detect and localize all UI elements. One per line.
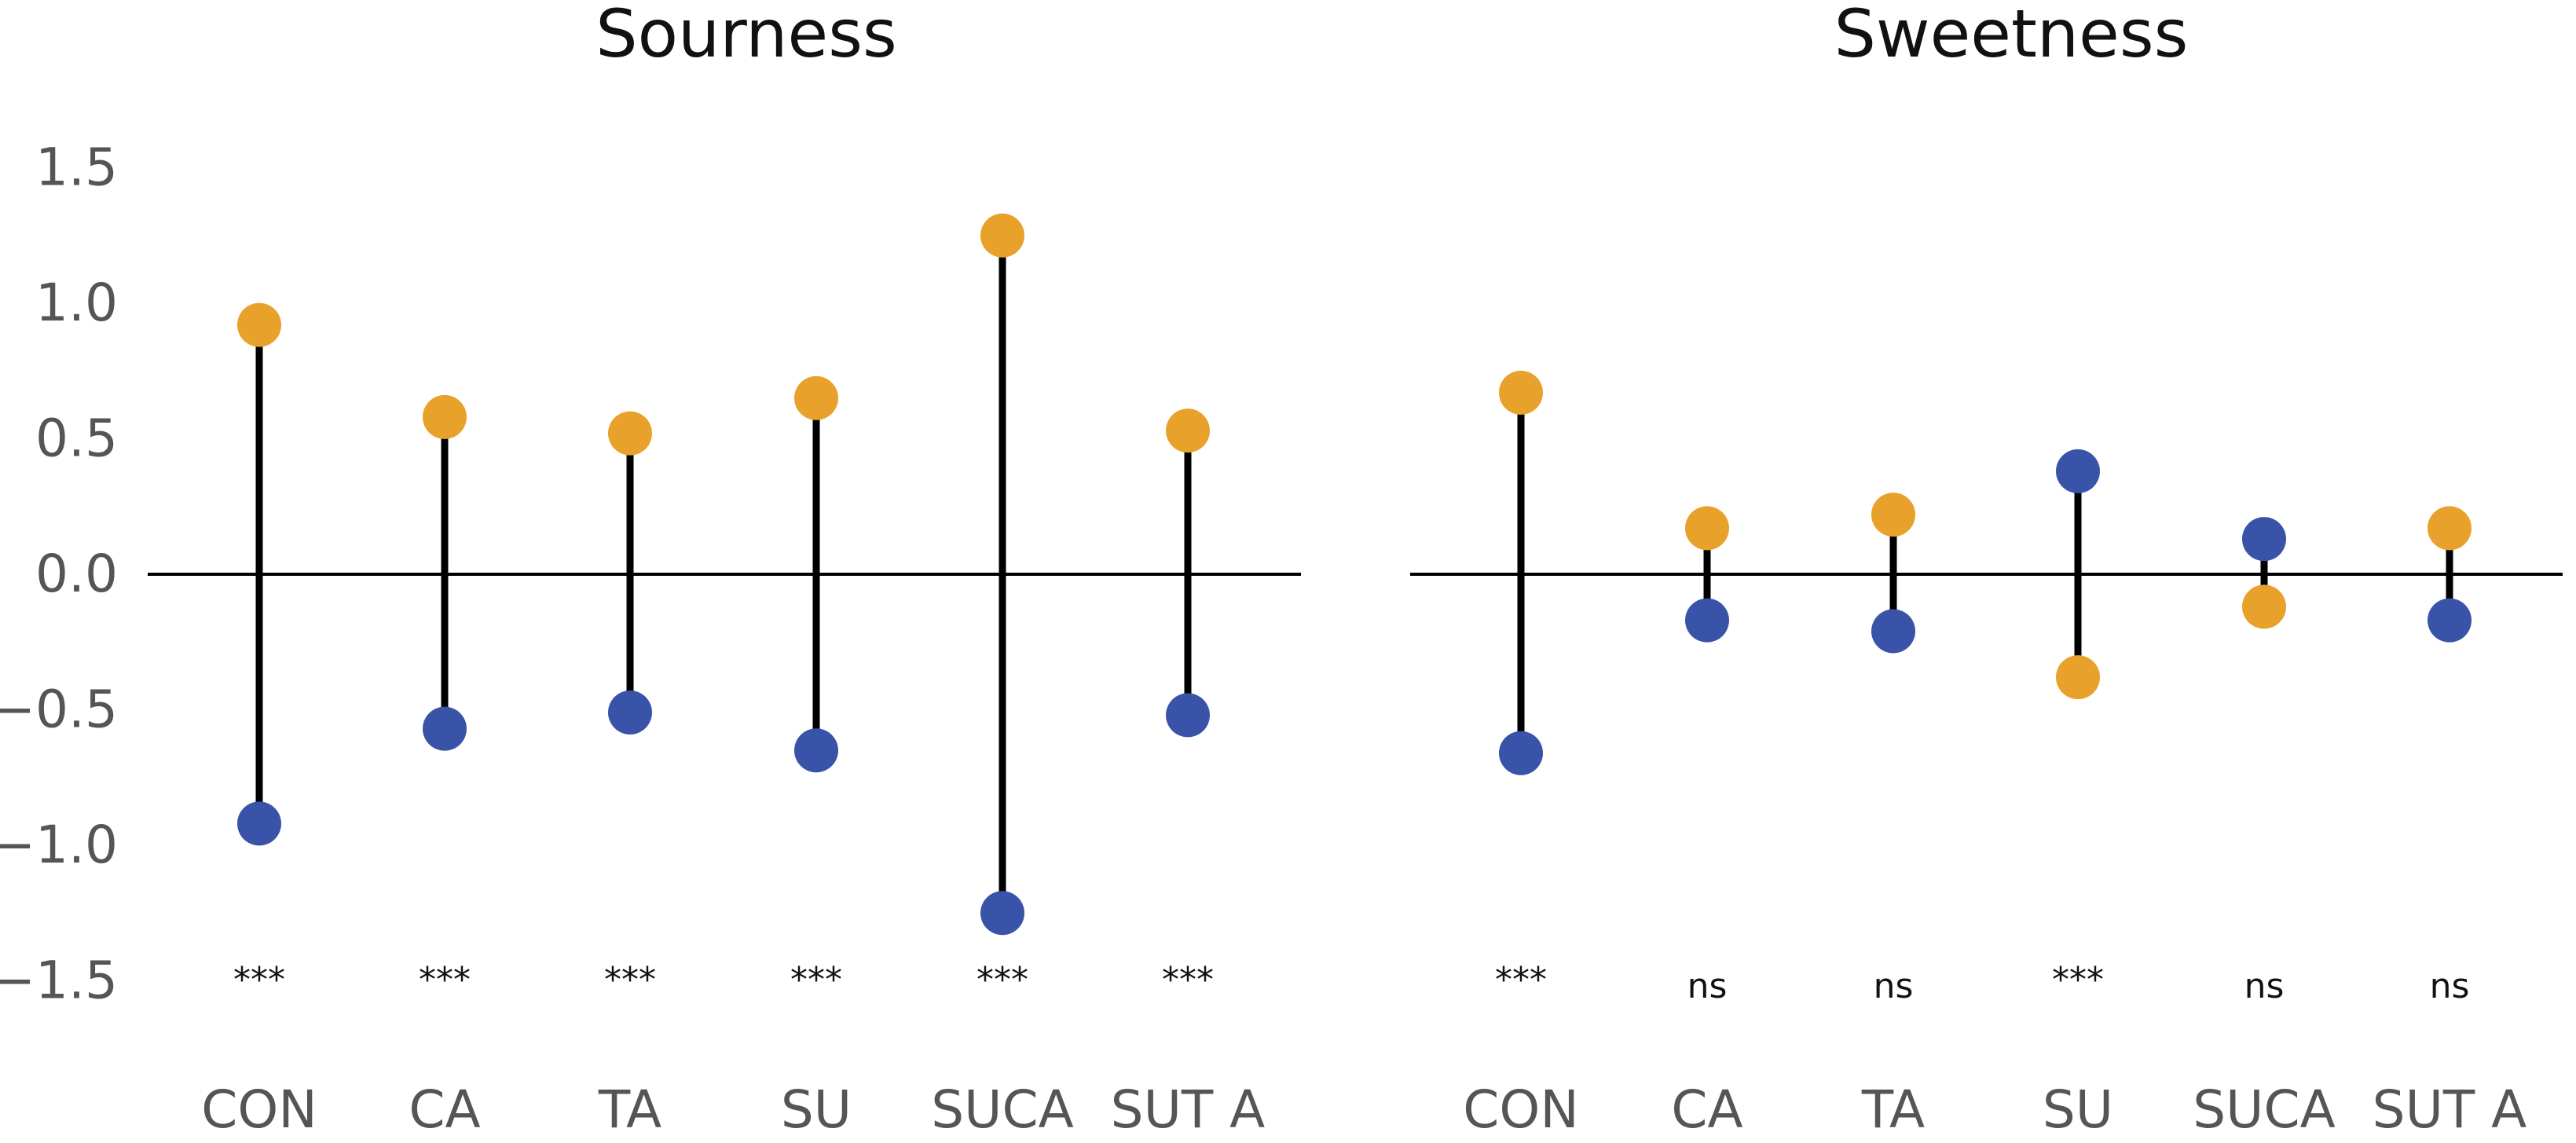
blue-point: [1499, 731, 1543, 775]
orange-point: [2428, 506, 2472, 551]
panel-sweetness: Sweetness *** CON ns CA ns TA *** SU ns SUCA ns SUT …: [1410, 0, 2563, 1140]
significance-label: ns: [2244, 966, 2285, 1006]
category-label: TA: [598, 1079, 661, 1140]
category-label: SUT A: [2373, 1079, 2527, 1140]
orange-point: [2056, 655, 2100, 700]
blue-point: [1871, 609, 1915, 654]
panel-sourness: Sourness 1.5 1.0 0.5 0.0 −0.5 −1.0 −1.5 *** CON **…: [0, 0, 1301, 1140]
y-tick-label: 0.5: [35, 408, 118, 469]
y-tick-label: 1.5: [35, 137, 118, 198]
category-label: CA: [1671, 1079, 1742, 1140]
significance-label: ns: [2430, 966, 2470, 1006]
category-label: SUCA: [931, 1079, 1073, 1140]
significance-label: ***: [604, 960, 656, 1000]
y-tick-label: −1.0: [0, 815, 118, 875]
category-label: CA: [409, 1079, 480, 1140]
orange-point: [980, 213, 1024, 258]
orange-point: [794, 376, 838, 420]
blue-point: [980, 891, 1024, 936]
orange-point: [1871, 493, 1915, 537]
orange-point: [2242, 584, 2286, 629]
orange-point: [237, 302, 281, 347]
orange-point: [1499, 370, 1543, 415]
category-label: TA: [1861, 1079, 1925, 1140]
blue-point: [237, 801, 281, 846]
blue-point: [608, 690, 652, 735]
blue-point: [794, 728, 838, 773]
blue-point: [423, 706, 467, 751]
panel-title: Sourness: [595, 0, 896, 72]
orange-point: [608, 411, 652, 456]
category-label: SUCA: [2193, 1079, 2335, 1140]
y-tick-label: −0.5: [0, 680, 118, 740]
significance-label: ns: [1874, 966, 1914, 1006]
blue-point: [2056, 449, 2100, 493]
y-tick-label: 1.0: [35, 273, 118, 333]
category-label: SU: [781, 1079, 852, 1140]
significance-label: ***: [419, 960, 471, 1000]
y-tick-label: 0.0: [35, 544, 118, 604]
significance-label: ***: [1495, 960, 1547, 1000]
significance-label: ***: [1162, 960, 1214, 1000]
significance-label: ns: [1687, 966, 1728, 1006]
orange-point: [1166, 408, 1210, 453]
blue-point: [1166, 693, 1210, 738]
significance-label: ***: [790, 960, 842, 1000]
category-label: SUT A: [1111, 1079, 1266, 1140]
y-tick-label: −1.5: [0, 951, 118, 1011]
significance-label: ***: [2052, 960, 2104, 1000]
significance-label: ***: [233, 960, 285, 1000]
panel-title: Sweetness: [1834, 0, 2189, 72]
category-label: CON: [201, 1079, 317, 1140]
blue-point: [2428, 598, 2472, 643]
category-label: CON: [1463, 1079, 1578, 1140]
blue-point: [1685, 598, 1729, 643]
blue-point: [2242, 517, 2286, 562]
orange-point: [1685, 506, 1729, 551]
orange-point: [423, 394, 467, 439]
category-label: SU: [2043, 1079, 2113, 1140]
significance-label: ***: [977, 960, 1028, 1000]
